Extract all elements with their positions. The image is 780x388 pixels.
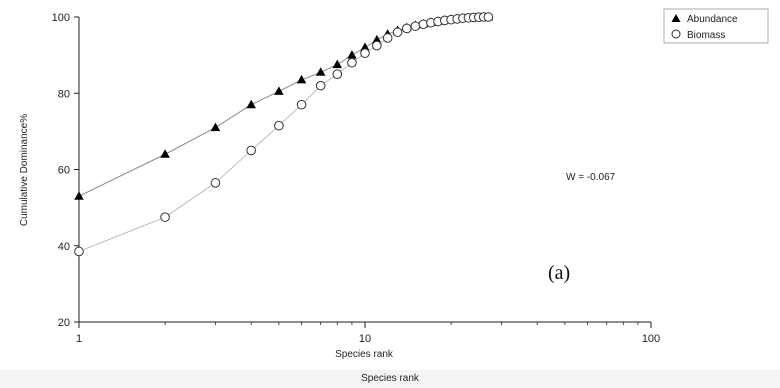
x-tick-label: 1 bbox=[76, 333, 82, 345]
y-tick-label: 40 bbox=[58, 241, 70, 253]
point-abundance bbox=[246, 99, 256, 109]
k-dominance-chart: 20 40 60 80 100 1 10 100 Abundance Biomass W = … bbox=[19, 8, 769, 360]
point-abundance bbox=[315, 67, 326, 76]
panel-label: (a) bbox=[548, 262, 570, 284]
legend-circle-icon bbox=[671, 29, 681, 39]
y-axis-title: Cumulative Dominance% bbox=[19, 114, 30, 226]
w-statistic-annotation: W = -0.067 bbox=[566, 172, 616, 183]
point-biomass bbox=[360, 48, 370, 59]
point-biomass bbox=[347, 57, 357, 68]
footer-caption: Species rank bbox=[0, 370, 780, 388]
point-abundance bbox=[74, 191, 84, 200]
legend-label-biomass: Biomass bbox=[687, 30, 725, 41]
point-biomass bbox=[274, 120, 284, 131]
axes: 20 40 60 80 100 1 10 100 bbox=[52, 12, 661, 345]
point-abundance bbox=[274, 86, 284, 95]
series-line-biomass bbox=[78, 16, 489, 252]
point-biomass bbox=[372, 40, 382, 51]
x-tick-label: 100 bbox=[642, 333, 660, 345]
point-biomass bbox=[410, 21, 421, 31]
series-line-abundance bbox=[78, 16, 489, 197]
y-tick-label: 100 bbox=[52, 12, 70, 24]
point-abundance bbox=[332, 59, 343, 69]
y-tick-label: 20 bbox=[58, 317, 70, 329]
x-tick-label: 10 bbox=[359, 333, 371, 345]
y-tick-label: 80 bbox=[58, 88, 70, 100]
point-biomass bbox=[246, 145, 256, 156]
point-abundance bbox=[347, 50, 357, 59]
y-tick-label: 60 bbox=[58, 165, 70, 177]
point-abundance bbox=[210, 122, 221, 132]
point-biomass bbox=[74, 246, 84, 257]
point-biomass bbox=[332, 69, 343, 79]
point-biomass bbox=[483, 12, 494, 22]
point-biomass bbox=[296, 99, 307, 110]
point-biomass bbox=[382, 33, 393, 43]
point-abundance bbox=[160, 149, 170, 158]
legend-label-abundance: Abundance bbox=[687, 14, 738, 25]
legend: Abundance Biomass bbox=[663, 8, 769, 44]
legend-box bbox=[663, 8, 769, 44]
point-abundance bbox=[360, 42, 370, 51]
point-biomass bbox=[401, 23, 412, 34]
point-biomass bbox=[210, 178, 221, 188]
x-axis-title: Species rank bbox=[335, 349, 394, 360]
series-layer bbox=[74, 12, 494, 257]
point-abundance bbox=[296, 74, 307, 84]
legend-triangle-icon bbox=[671, 14, 681, 22]
point-biomass bbox=[392, 27, 403, 38]
point-abundance bbox=[372, 34, 382, 44]
point-biomass bbox=[160, 212, 170, 222]
point-biomass bbox=[315, 80, 326, 91]
